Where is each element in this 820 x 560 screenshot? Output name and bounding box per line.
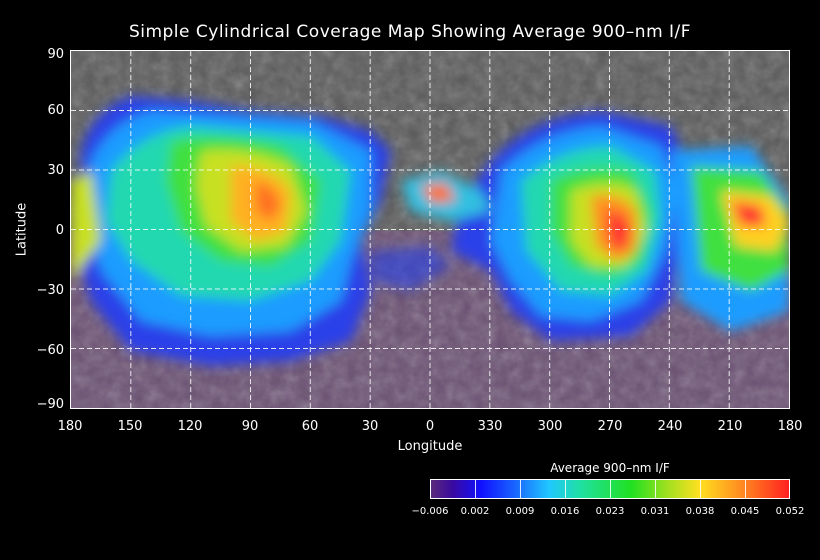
coverage-map xyxy=(70,50,790,409)
colorbar-tick-label: 0.031 xyxy=(640,506,670,517)
y-tick-label: 30 xyxy=(47,163,64,178)
y-tick-label: 0 xyxy=(55,223,64,238)
x-tick-label: 180 xyxy=(57,419,83,434)
map-title: Simple Cylindrical Coverage Map Showing … xyxy=(128,22,692,42)
colorbar-tick-label: 0.038 xyxy=(685,506,715,517)
x-tick-label: 180 xyxy=(777,419,803,434)
y-tick-label: −30 xyxy=(36,283,64,298)
x-tick-label: 300 xyxy=(537,419,563,434)
y-axis-label: Latitude xyxy=(14,202,30,257)
colorbar-tick-label: 0.023 xyxy=(595,506,625,517)
y-tick-label: 60 xyxy=(47,103,64,118)
y-tick-label: −60 xyxy=(36,343,64,358)
map-grid xyxy=(71,51,789,408)
x-tick-label: 120 xyxy=(177,419,203,434)
colorbar-title: Average 900–nm I/F xyxy=(550,461,670,475)
x-tick-label: 240 xyxy=(657,419,683,434)
x-tick-label: 90 xyxy=(241,419,259,434)
x-tick-label: 150 xyxy=(117,419,143,434)
x-axis-label: Longitude xyxy=(397,439,463,454)
colorbar-tick-label: 0.045 xyxy=(730,506,760,517)
colorbar-tick-label: 0.002 xyxy=(460,506,490,517)
x-tick-label: 210 xyxy=(717,419,743,434)
colorbar-tick-label: 0.009 xyxy=(505,506,535,517)
x-tick-label: 60 xyxy=(301,419,319,434)
colorbar-tick-label: 0.016 xyxy=(550,506,580,517)
y-tick-label: 90 xyxy=(47,47,64,62)
colorbar-tick-label: 0.052 xyxy=(775,506,805,517)
x-tick-label: 330 xyxy=(477,419,503,434)
colorbar-tick-label: −0.006 xyxy=(411,506,449,517)
x-tick-label: 270 xyxy=(597,419,623,434)
x-tick-label: 0 xyxy=(425,419,435,434)
y-tick-label: −90 xyxy=(36,397,64,412)
x-tick-label: 30 xyxy=(361,419,379,434)
